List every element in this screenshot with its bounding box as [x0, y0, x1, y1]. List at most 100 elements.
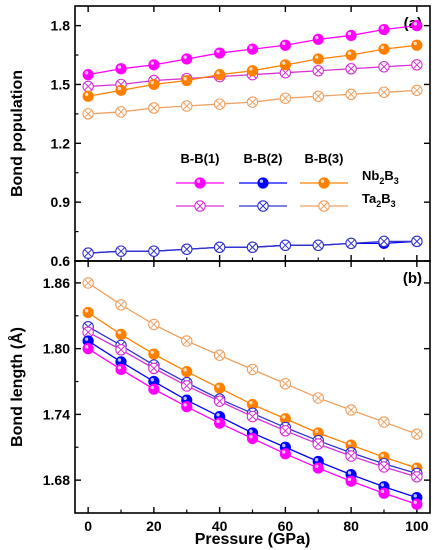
data-point-bb3_ta	[411, 84, 423, 97]
y-tick-label: 1.80	[43, 341, 70, 357]
data-point-bb1_nb	[312, 33, 324, 45]
series-bb3_ta	[82, 277, 423, 440]
legend-row-label-part: 3	[391, 199, 396, 209]
data-point-bb1_ta	[213, 395, 226, 407]
data-point-bb3_nb	[148, 348, 160, 360]
data-point-bb3_nb	[312, 53, 324, 65]
y-tick-label: 0.9	[51, 194, 71, 210]
data-point-bb1_nb	[279, 448, 291, 460]
data-point-bb1_nb	[214, 417, 226, 429]
data-point-bb3_nb	[82, 306, 94, 319]
data-point-bb3_ta	[345, 404, 357, 416]
data-point-bb3_nb	[115, 328, 127, 341]
data-point-bb3_ta	[312, 90, 324, 102]
data-point-bb2_ta	[378, 235, 390, 248]
data-point-bb3_ta	[213, 98, 226, 110]
data-point-bb3_ta	[246, 363, 259, 376]
y-tick-label: 1.8	[51, 18, 71, 34]
legend-swatch-marker	[318, 200, 330, 212]
data-point-bb2_ta	[345, 237, 357, 250]
data-point-bb1_nb	[312, 462, 324, 474]
data-point-bb1_ta	[246, 410, 259, 423]
data-point-bb1_nb	[378, 487, 390, 499]
data-point-bb3_ta	[115, 106, 127, 118]
plot-frame	[74, 260, 431, 514]
series-bb2_ta	[82, 235, 423, 259]
data-point-bb1_nb	[115, 63, 127, 75]
series-bb3_ta	[82, 84, 423, 120]
legend-row-label: Ta2B3	[362, 191, 396, 209]
data-point-bb1_nb	[246, 432, 259, 445]
series-bb3_nb	[82, 306, 423, 474]
data-point-bb3_nb	[246, 398, 259, 411]
data-point-bb1_ta	[115, 343, 127, 356]
panel-b-bond-length: 0 20 40 60 80 100 1.68 1.74 1.80 1.86 Bond length …	[7, 260, 431, 548]
y-tick-label: 0.6	[51, 253, 71, 269]
data-point-bb3_ta	[378, 86, 390, 99]
legend-swatch-marker	[257, 200, 269, 212]
x-tick-label: 100	[405, 518, 429, 534]
data-point-bb3_nb	[214, 69, 226, 81]
y-tick-label: 1.68	[43, 472, 70, 488]
data-point-bb1_nb	[345, 475, 357, 487]
data-point-bb3_ta	[279, 377, 292, 390]
data-point-bb1_ta	[312, 64, 324, 77]
data-point-bb3_nb	[148, 78, 160, 91]
data-point-bb1_nb	[148, 59, 160, 71]
x-tick-label: 80	[343, 518, 359, 534]
data-point-bb3_nb	[279, 59, 291, 71]
data-point-bb1_nb	[214, 47, 226, 59]
data-point-bb1_nb	[378, 23, 390, 36]
data-point-bb3_ta	[148, 318, 160, 331]
data-point-bb3_ta	[246, 96, 259, 108]
legend-swatch-marker	[257, 177, 269, 189]
data-point-bb3_nb	[115, 84, 127, 96]
y-tick-label: 1.5	[51, 76, 71, 92]
data-point-bb1_nb	[148, 383, 160, 395]
data-point-bb2_ta	[312, 239, 324, 252]
data-point-bb3_ta	[345, 88, 357, 101]
x-axis-title: Pressure (GPa)	[195, 531, 311, 548]
data-point-bb3_ta	[378, 416, 390, 428]
legend-column-label: B-B(3)	[305, 151, 344, 166]
data-point-bb3_ta	[82, 108, 94, 120]
data-point-bb1_ta	[378, 61, 390, 73]
data-point-bb1_nb	[181, 401, 193, 413]
series-bb1_ta	[82, 326, 423, 483]
data-point-bb3_ta	[213, 349, 226, 361]
data-point-bb2_ta	[82, 247, 94, 259]
data-point-bb1_nb	[82, 69, 94, 81]
data-point-bb1_ta	[181, 380, 193, 392]
data-point-bb1_ta	[411, 59, 423, 71]
x-tick-label: 20	[146, 518, 162, 534]
y-tick-label: 1.74	[43, 406, 70, 422]
data-point-bb3_nb	[82, 90, 94, 102]
legend-column-label: B-B(2)	[244, 151, 283, 166]
data-point-bb1_nb	[82, 343, 94, 355]
data-point-bb3_nb	[279, 413, 291, 425]
y-tick-label: 1.2	[51, 135, 71, 151]
data-point-bb2_ta	[411, 235, 423, 248]
x-tick-label: 60	[278, 518, 294, 534]
y-axis-title: Bond population	[9, 70, 26, 197]
data-point-bb2_ta	[279, 239, 292, 252]
data-point-bb3_nb	[378, 43, 390, 55]
legend-row-label-part: B	[381, 191, 390, 206]
data-point-bb1_nb	[411, 498, 423, 510]
series-bb1_nb	[82, 20, 423, 81]
data-point-bb1_ta	[345, 63, 357, 75]
data-point-bb3_ta	[181, 100, 193, 112]
data-point-bb3_ta	[82, 277, 94, 289]
data-point-bb1_ta	[411, 471, 423, 483]
data-point-bb3_ta	[148, 102, 160, 114]
data-point-bb1_ta	[378, 461, 390, 473]
x-tick-label: 0	[84, 518, 92, 534]
legend-row-label-part: 3	[394, 176, 399, 186]
data-point-bb3_nb	[345, 49, 357, 61]
data-point-bb1_ta	[148, 362, 160, 375]
data-point-bb1_nb	[181, 53, 193, 65]
series-bb3_nb	[82, 39, 423, 102]
legend-row-label: Nb2B3	[362, 168, 399, 186]
